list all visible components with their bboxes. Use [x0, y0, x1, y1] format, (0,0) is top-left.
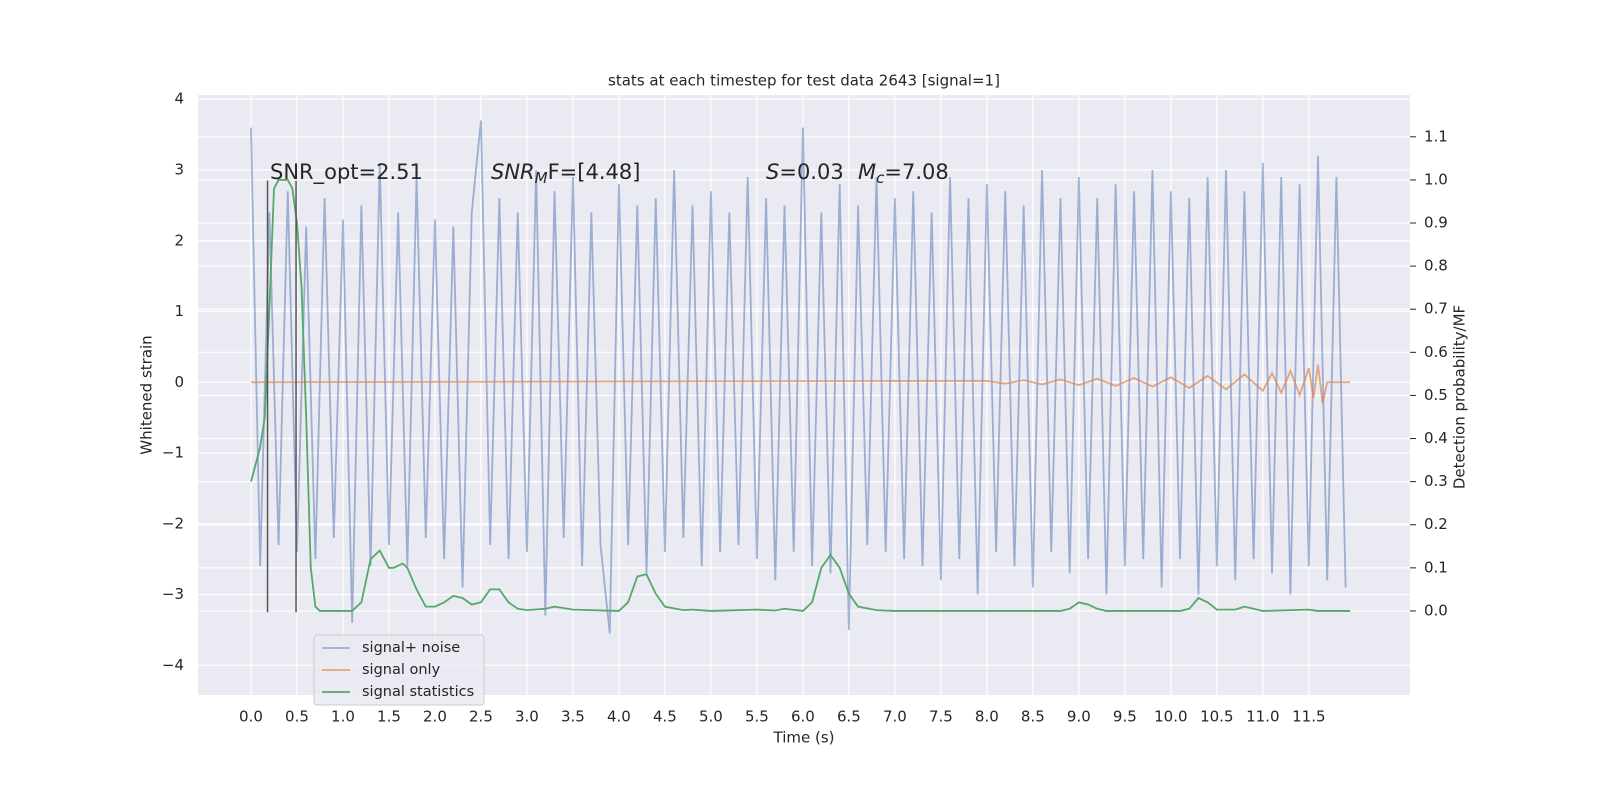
- x-tick-label: 11.0: [1246, 708, 1279, 726]
- legend: signal+ noise signal only signal statistic…: [313, 634, 485, 706]
- y2-tick-label: 0.5: [1424, 386, 1448, 404]
- x-tick-label: 3.5: [561, 708, 585, 726]
- series-line: [250, 179, 1351, 612]
- x-tick-label: 4.0: [607, 708, 631, 726]
- y2-tick-label: 0.0: [1424, 601, 1448, 619]
- x-tick-label: 8.5: [1021, 708, 1045, 726]
- y-axis-label: Whitened strain: [138, 335, 156, 454]
- x-tick-label: 8.0: [975, 708, 999, 726]
- x-tick-label: 10.0: [1154, 708, 1187, 726]
- x-tick-label: 3.0: [515, 708, 539, 726]
- x-tick-label: 5.5: [745, 708, 769, 726]
- annotation-tail: F=[4.48]: [548, 160, 641, 184]
- x-tick-label: 1.0: [331, 708, 355, 726]
- x-tick-label: 11.5: [1292, 708, 1325, 726]
- annotation: Mc=7.08: [858, 160, 949, 187]
- y2-tick-label: 0.6: [1424, 343, 1448, 361]
- annotation: S=0.03: [766, 160, 844, 184]
- legend-label: signal+ noise: [362, 640, 460, 656]
- x-tick-label: 7.5: [929, 708, 953, 726]
- x-tick-label: 7.0: [883, 708, 907, 726]
- y2-tick-label: 1.0: [1424, 170, 1448, 188]
- x-tick-label: 2.5: [469, 708, 493, 726]
- y2-tick-label: 0.4: [1424, 429, 1448, 447]
- x-axis-label: Time (s): [773, 729, 835, 747]
- y2-tick-label: 0.2: [1424, 515, 1448, 533]
- y-tick-label: −4: [162, 656, 184, 674]
- x-tick-label: 4.5: [653, 708, 677, 726]
- y2-tick-label: 0.9: [1424, 214, 1448, 232]
- x-tick-label: 0.0: [239, 708, 263, 726]
- annotation: SNRMF=[4.48]: [491, 160, 640, 187]
- series-line: [250, 364, 1351, 404]
- y2-tick-label: 0.3: [1424, 472, 1448, 490]
- y-tick-label: 4: [174, 90, 184, 108]
- annotation-sub: M: [535, 169, 548, 187]
- x-tick-label: 1.5: [377, 708, 401, 726]
- y2-tick-label: 1.1: [1424, 127, 1448, 145]
- y-tick-label: 2: [174, 231, 184, 249]
- annotation: SNR_opt=2.51: [270, 160, 423, 185]
- chart-title: stats at each timestep for test data 264…: [608, 72, 1000, 90]
- legend-label: signal statistics: [362, 684, 474, 700]
- y-tick-label: 0: [174, 373, 184, 391]
- y2-tick-label: 0.8: [1424, 257, 1448, 275]
- y-tick-label: −3: [162, 585, 184, 603]
- y2-tick-label: 0.1: [1424, 558, 1448, 576]
- series-line: [250, 120, 1347, 634]
- y-tick-label: −2: [162, 514, 184, 532]
- y-tick-label: −1: [162, 444, 184, 462]
- x-tick-label: 6.0: [791, 708, 815, 726]
- annotation-text: M: [858, 160, 876, 184]
- x-tick-label: 10.5: [1200, 708, 1233, 726]
- x-tick-label: 2.0: [423, 708, 447, 726]
- annotation-text: S: [766, 160, 779, 184]
- annotation-text: SNR: [491, 160, 535, 184]
- y-tick-label: 1: [174, 302, 184, 320]
- x-tick-label: 5.0: [699, 708, 723, 726]
- x-tick-label: 9.5: [1113, 708, 1137, 726]
- annotation-tail: =7.08: [884, 160, 948, 184]
- x-tick-label: 0.5: [285, 708, 309, 726]
- x-tick-label: 6.5: [837, 708, 861, 726]
- legend-box: [313, 634, 485, 706]
- y-tick-label: 3: [174, 161, 184, 179]
- y2-tick-label: 0.7: [1424, 300, 1448, 318]
- y2-axis-label: Detection probability/MF: [1451, 305, 1469, 489]
- annotation-sub: c: [876, 169, 885, 187]
- legend-label: signal only: [362, 662, 441, 678]
- x-tick-label: 9.0: [1067, 708, 1091, 726]
- annotation-text: SNR_opt=2.51: [270, 160, 423, 185]
- annotation-tail: =0.03: [779, 160, 843, 184]
